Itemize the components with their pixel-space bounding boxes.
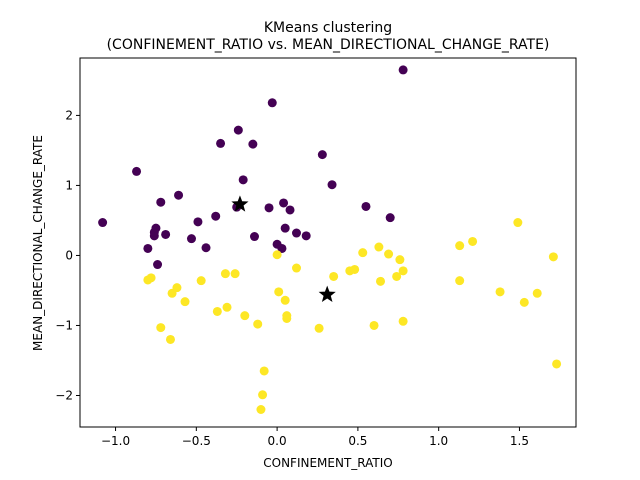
y-tick-label: 0 — [65, 248, 73, 262]
data-point-cluster-1 — [455, 276, 465, 286]
data-point-cluster-1 — [282, 311, 292, 321]
data-point-cluster-0 — [301, 231, 311, 241]
data-point-cluster-0 — [267, 98, 277, 108]
data-point-cluster-0 — [201, 243, 211, 253]
data-point-cluster-1 — [398, 266, 408, 276]
x-tick-label: 1.0 — [429, 434, 448, 448]
data-point-cluster-0 — [233, 125, 243, 135]
data-point-cluster-1 — [230, 269, 240, 279]
data-point-cluster-1 — [369, 320, 379, 330]
data-point-cluster-1 — [468, 236, 478, 246]
x-tick-label: 1.5 — [510, 434, 529, 448]
data-point-cluster-1 — [398, 316, 408, 326]
data-point-cluster-1 — [146, 273, 156, 283]
data-point-cluster-1 — [212, 306, 222, 316]
x-axis-label: CONFINEMENT_RATIO — [263, 456, 393, 470]
data-point-cluster-0 — [161, 229, 171, 239]
data-point-cluster-1 — [180, 297, 190, 307]
data-point-cluster-1 — [329, 271, 339, 281]
x-tick-label: −0.5 — [182, 434, 211, 448]
data-point-cluster-1 — [292, 263, 301, 273]
data-point-cluster-1 — [220, 269, 230, 279]
data-point-cluster-1 — [156, 323, 166, 333]
data-point-cluster-0 — [279, 198, 289, 208]
data-point-cluster-0 — [143, 243, 153, 253]
data-point-cluster-0 — [248, 139, 258, 149]
data-point-cluster-0 — [211, 211, 221, 221]
data-point-cluster-1 — [392, 271, 402, 281]
data-point-cluster-0 — [216, 138, 226, 148]
y-axis-label: MEAN_DIRECTIONAL_CHANGE_RATE — [31, 135, 45, 351]
centroid-star-icon — [231, 195, 249, 212]
data-point-cluster-0 — [98, 218, 108, 228]
data-point-cluster-0 — [285, 205, 295, 215]
data-point-cluster-1 — [374, 242, 384, 252]
chart-title-line2: (CONFINEMENT_RATIO vs. MEAN_DIRECTIONAL_… — [107, 37, 550, 53]
data-point-cluster-1 — [280, 295, 290, 305]
data-point-cluster-1 — [519, 297, 529, 307]
data-point-cluster-1 — [274, 287, 284, 297]
y-tick-label: 2 — [65, 108, 73, 122]
data-point-cluster-0 — [398, 65, 408, 75]
centroid-layer — [231, 195, 336, 302]
centroid-star-icon — [318, 285, 336, 302]
data-point-cluster-1 — [259, 366, 269, 376]
data-point-cluster-0 — [385, 213, 395, 223]
data-point-cluster-1 — [395, 255, 405, 265]
data-point-cluster-0 — [277, 243, 287, 253]
y-tick-label: −2 — [55, 388, 73, 402]
data-point-cluster-1 — [495, 287, 505, 297]
data-point-cluster-0 — [174, 190, 184, 200]
data-point-cluster-1 — [196, 276, 206, 286]
data-point-cluster-1 — [256, 405, 266, 414]
data-point-cluster-0 — [249, 232, 259, 242]
data-point-cluster-1 — [455, 241, 465, 251]
chart-title-line1: KMeans clustering — [264, 20, 392, 36]
data-point-cluster-0 — [153, 260, 163, 270]
data-point-cluster-0 — [186, 234, 196, 244]
data-point-cluster-0 — [280, 223, 290, 233]
data-point-cluster-1 — [222, 302, 232, 312]
data-point-cluster-1 — [258, 390, 268, 400]
data-point-cluster-0 — [156, 197, 166, 207]
x-axis: −1.0 −0.5 0.0 0.5 1.0 1.5 — [101, 427, 529, 448]
y-tick-label: 1 — [65, 178, 73, 192]
data-point-cluster-1 — [552, 359, 562, 369]
data-point-cluster-0 — [264, 203, 274, 213]
data-point-cluster-1 — [384, 249, 394, 259]
data-point-cluster-1 — [272, 250, 282, 260]
plot-frame — [79, 57, 577, 428]
data-point-cluster-0 — [361, 201, 371, 211]
y-tick-label: −1 — [55, 318, 73, 332]
data-point-cluster-0 — [132, 166, 142, 176]
data-point-cluster-0 — [317, 150, 327, 160]
x-tick-label: 0.5 — [348, 434, 367, 448]
data-point-cluster-1 — [532, 288, 542, 298]
x-tick-label: 0.0 — [268, 434, 287, 448]
data-point-cluster-1 — [513, 218, 523, 228]
data-point-cluster-1 — [350, 264, 360, 274]
data-point-cluster-1 — [253, 319, 263, 329]
data-point-cluster-0 — [292, 228, 301, 238]
data-point-cluster-0 — [327, 180, 337, 190]
x-tick-label: −1.0 — [101, 434, 130, 448]
y-axis: −2 −1 0 1 2 — [55, 108, 80, 402]
data-point-cluster-1 — [165, 334, 175, 344]
data-point-cluster-0 — [151, 223, 161, 233]
data-point-cluster-1 — [548, 252, 558, 262]
data-point-cluster-1 — [240, 311, 250, 321]
data-point-cluster-1 — [376, 276, 386, 286]
data-point-cluster-0 — [238, 175, 248, 185]
data-point-cluster-1 — [358, 248, 368, 258]
data-point-cluster-1 — [172, 283, 182, 293]
points-layer — [98, 65, 562, 414]
data-point-cluster-0 — [193, 217, 203, 227]
data-point-cluster-1 — [314, 323, 324, 333]
